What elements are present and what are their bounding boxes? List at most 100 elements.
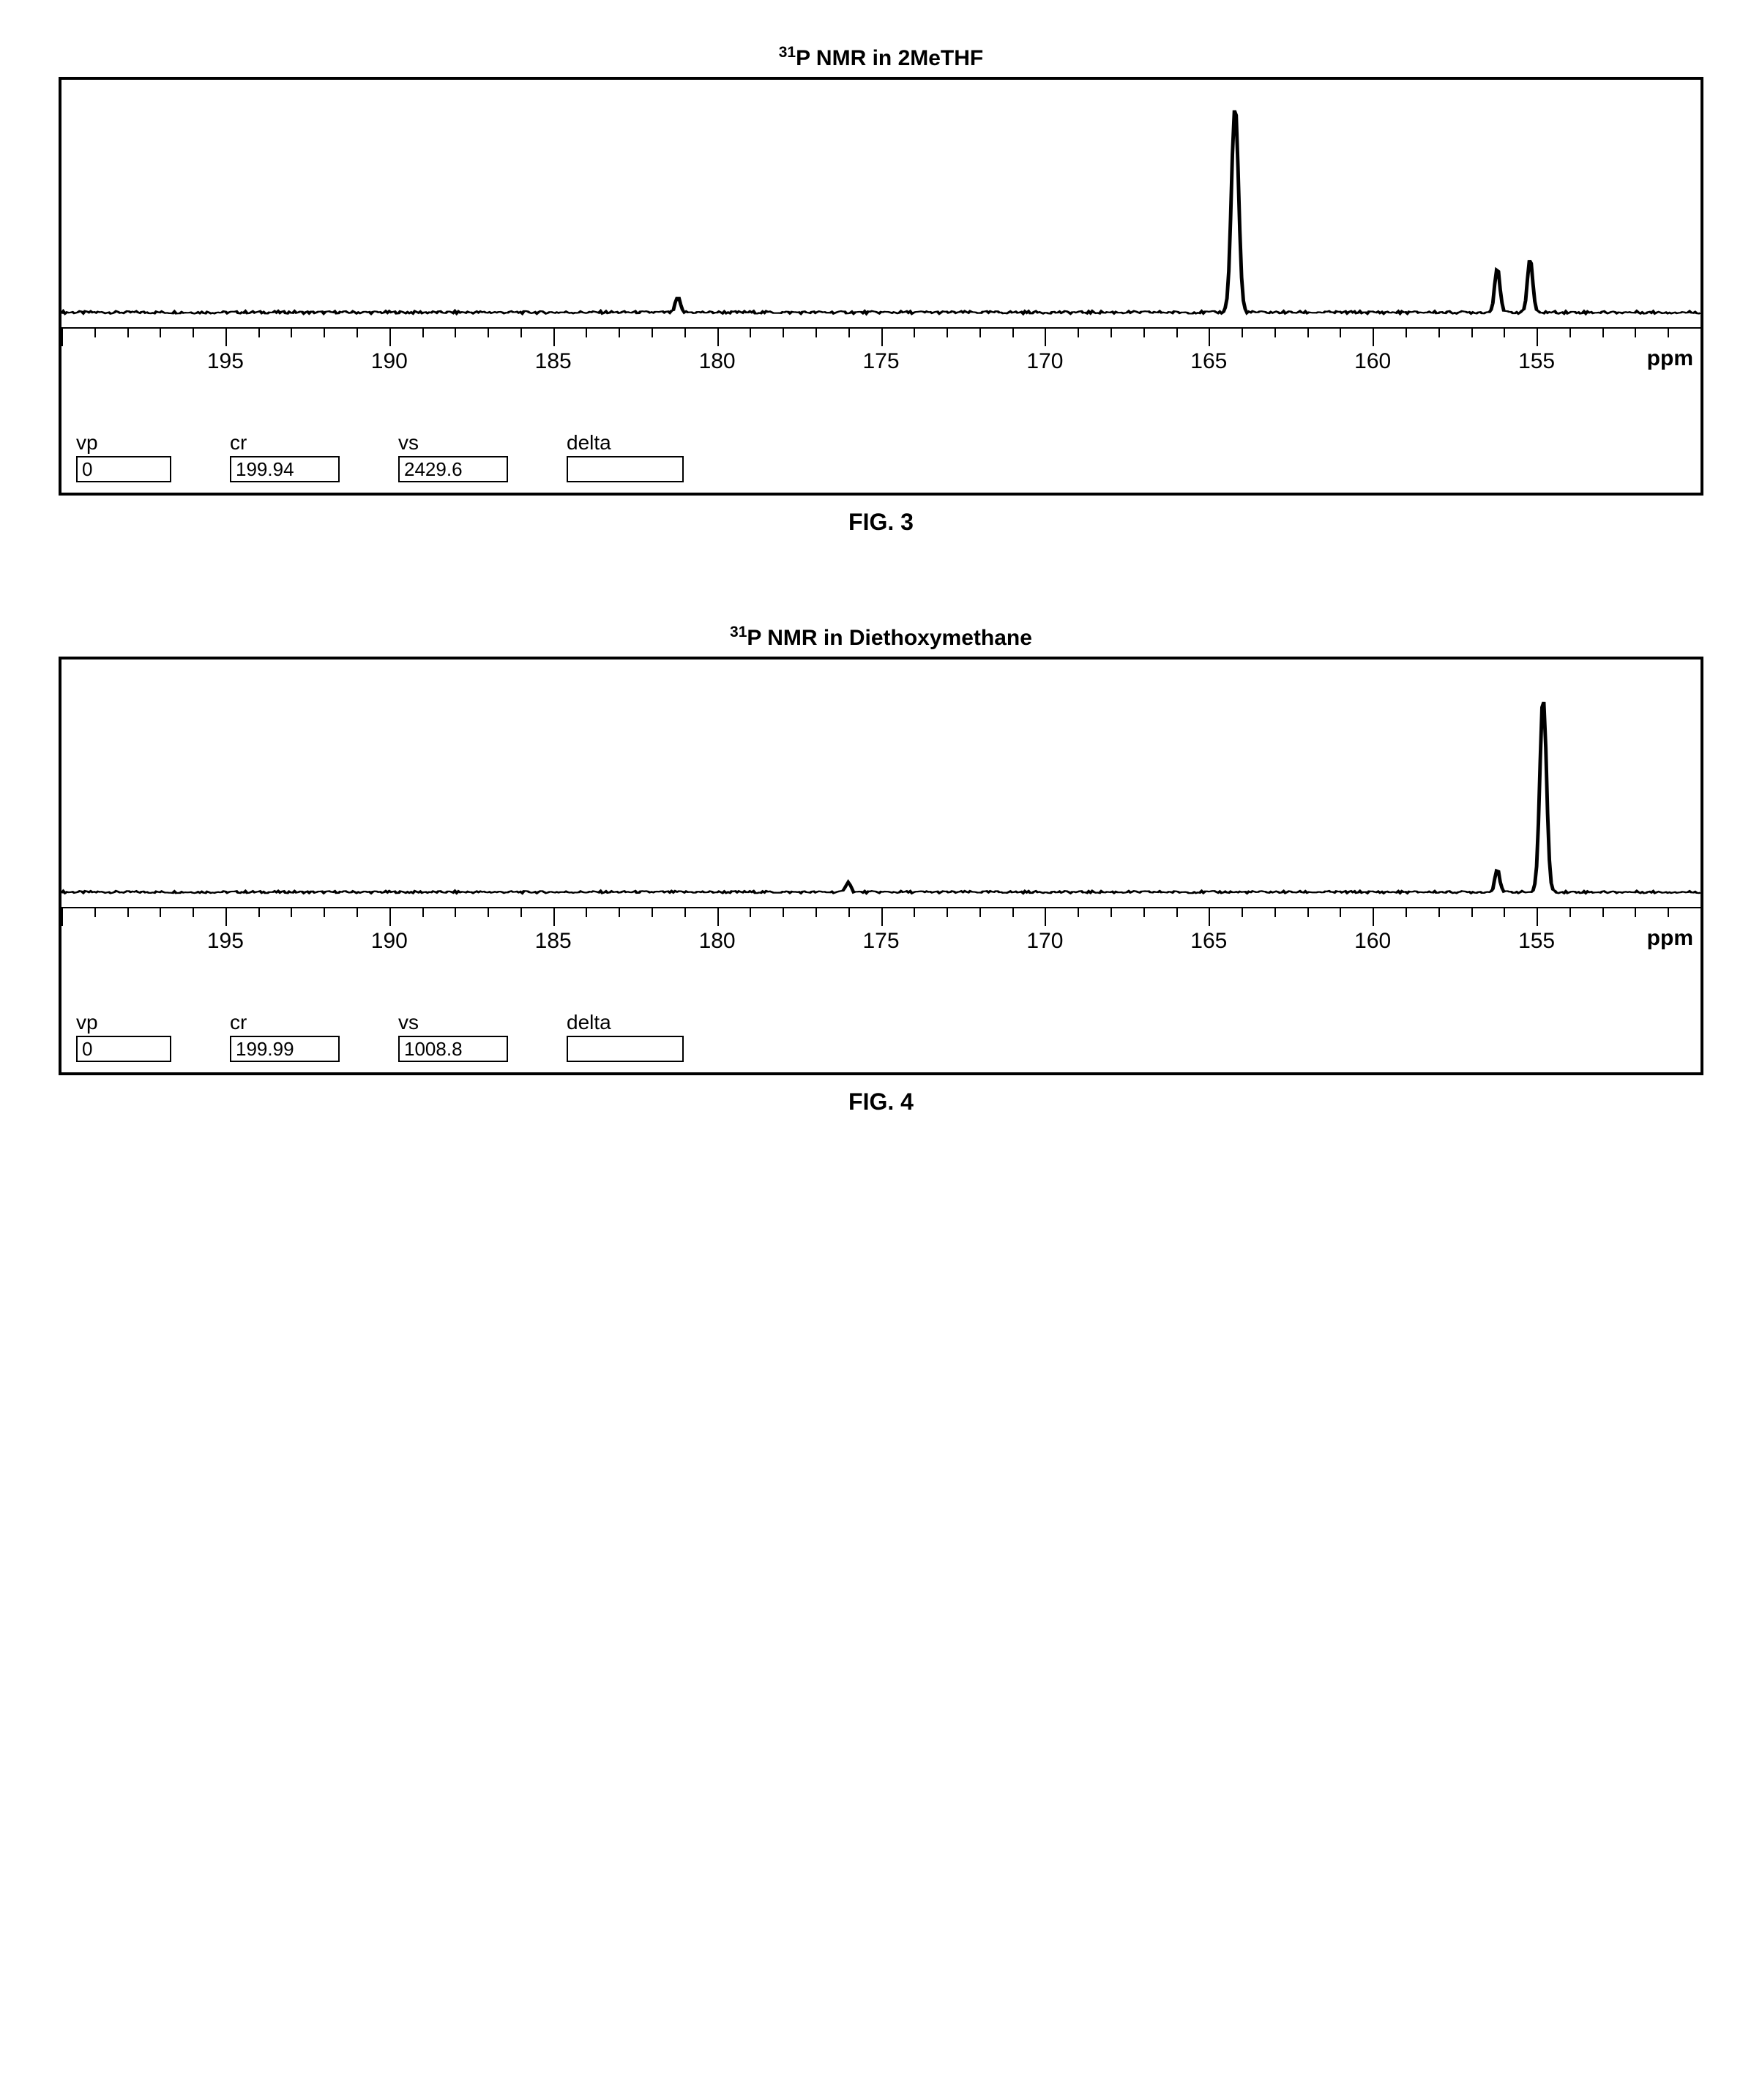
tick-minor	[1274, 329, 1276, 337]
tick-minor	[94, 329, 96, 337]
tick-minor	[1635, 908, 1636, 917]
tick-minor	[1406, 329, 1407, 337]
tick-label: 190	[371, 349, 408, 374]
tick-minor	[1078, 329, 1079, 337]
param-value-box[interactable]: 0	[76, 456, 171, 482]
tick-major	[389, 329, 391, 346]
tick-minor	[848, 908, 850, 917]
tick-label: 175	[862, 349, 899, 374]
tick-major	[1209, 908, 1210, 926]
tick-minor	[258, 329, 260, 337]
chart-frame: 195190185180175170165160155ppmvp0cr199.9…	[59, 657, 1703, 1075]
param-group-delta: delta	[567, 1011, 684, 1062]
tick-minor	[586, 908, 587, 917]
tick-minor	[422, 329, 424, 337]
tick-minor	[1012, 908, 1014, 917]
tick-minor	[1471, 329, 1473, 337]
tick-minor	[1635, 329, 1636, 337]
figure-block: 31P NMR in Diethoxymethane19519018518017…	[59, 624, 1703, 1116]
param-label: delta	[567, 431, 684, 455]
tick-major	[1701, 908, 1702, 926]
param-group-vp: vp0	[76, 431, 171, 482]
tick-minor	[1012, 329, 1014, 337]
tick-minor	[1078, 908, 1079, 917]
figure-caption: FIG. 4	[59, 1088, 1703, 1116]
chart-title: 31P NMR in Diethoxymethane	[59, 624, 1703, 651]
tick-label: 180	[699, 929, 736, 954]
param-value-box[interactable]: 1008.8	[398, 1036, 508, 1062]
spectrum-area	[61, 80, 1701, 329]
tick-major	[1373, 329, 1374, 346]
tick-major	[881, 329, 883, 346]
tick-minor	[1602, 329, 1604, 337]
tick-minor	[684, 908, 686, 917]
tick-minor	[356, 329, 358, 337]
tick-minor	[520, 908, 522, 917]
tick-minor	[324, 329, 325, 337]
spectrum-area	[61, 659, 1701, 908]
tick-minor	[127, 329, 129, 337]
param-label: vp	[76, 431, 171, 455]
tick-minor	[1143, 908, 1145, 917]
param-value-box[interactable]: 2429.6	[398, 456, 508, 482]
tick-label: 195	[207, 929, 244, 954]
tick-major	[1373, 908, 1374, 926]
title-text: P NMR in 2MeTHF	[796, 46, 983, 70]
tick-minor	[94, 908, 96, 917]
tick-minor	[1438, 908, 1440, 917]
tick-label: 185	[535, 929, 572, 954]
tick-label: 155	[1518, 349, 1555, 374]
tick-major	[717, 329, 719, 346]
tick-minor	[914, 908, 915, 917]
param-label: vs	[398, 431, 508, 455]
x-axis: 195190185180175170165160155ppm	[61, 329, 1701, 387]
title-text: P NMR in Diethoxymethane	[747, 626, 1032, 650]
param-label: cr	[230, 431, 340, 455]
tick-label: 170	[1026, 349, 1063, 374]
tick-minor	[193, 329, 194, 337]
tick-major	[225, 908, 227, 926]
tick-minor	[127, 908, 129, 917]
tick-minor	[1602, 908, 1604, 917]
param-value-box[interactable]: 0	[76, 1036, 171, 1062]
param-label: vs	[398, 1011, 508, 1034]
tick-minor	[1242, 329, 1243, 337]
tick-label: 195	[207, 349, 244, 374]
tick-minor	[750, 908, 751, 917]
tick-minor	[652, 329, 653, 337]
param-label: cr	[230, 1011, 340, 1034]
figure-block: 31P NMR in 2MeTHF19519018518017517016516…	[59, 44, 1703, 536]
tick-minor	[1143, 329, 1145, 337]
tick-label: 175	[862, 929, 899, 954]
tick-major	[389, 908, 391, 926]
param-value-box[interactable]	[567, 456, 684, 482]
tick-major	[553, 329, 555, 346]
param-value-box[interactable]: 199.99	[230, 1036, 340, 1062]
tick-major	[717, 908, 719, 926]
tick-major	[1701, 329, 1702, 346]
tick-minor	[652, 908, 653, 917]
param-value-box[interactable]: 199.94	[230, 456, 340, 482]
spectrum-svg	[61, 80, 1701, 327]
params-row: vp0cr199.99vs1008.8delta	[61, 967, 1701, 1072]
tick-minor	[1668, 329, 1669, 337]
tick-minor	[1668, 908, 1669, 917]
tick-label: 165	[1190, 929, 1227, 954]
tick-minor	[455, 329, 456, 337]
param-value-box[interactable]	[567, 1036, 684, 1062]
tick-minor	[947, 908, 948, 917]
chart-frame: 195190185180175170165160155ppmvp0cr199.9…	[59, 77, 1703, 496]
tick-minor	[160, 329, 161, 337]
tick-label: 160	[1354, 349, 1391, 374]
tick-minor	[947, 329, 948, 337]
tick-major	[61, 329, 63, 346]
tick-minor	[619, 329, 620, 337]
tick-major	[553, 908, 555, 926]
spectrum-trace	[61, 111, 1701, 314]
tick-minor	[979, 908, 981, 917]
tick-label: 160	[1354, 929, 1391, 954]
tick-minor	[1406, 908, 1407, 917]
tick-minor	[815, 329, 817, 337]
tick-label: 155	[1518, 929, 1555, 954]
param-group-delta: delta	[567, 431, 684, 482]
